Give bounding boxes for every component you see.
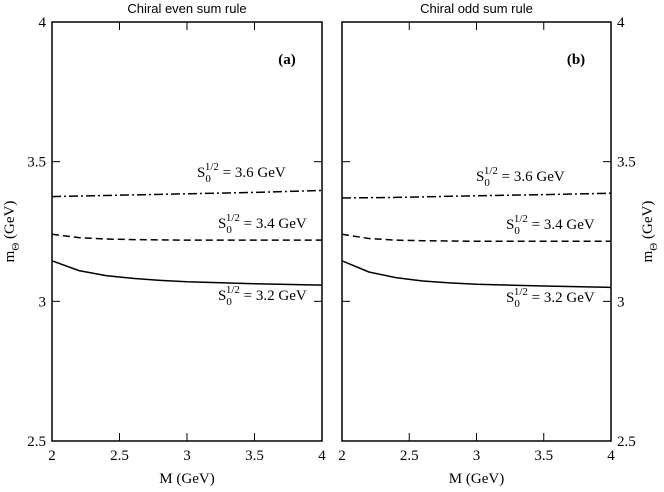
label-text: = 3.2 GeV xyxy=(240,288,307,304)
label-sup: 1/2 xyxy=(484,165,498,177)
x-tick-label: 3 xyxy=(183,448,191,464)
data-line xyxy=(341,192,612,199)
label-sub: Θ xyxy=(648,243,660,251)
panel-label: (b) xyxy=(567,52,585,68)
label-sub: 0 xyxy=(205,173,211,185)
y-tick-label: 4 xyxy=(39,15,47,31)
label-sub: 0 xyxy=(514,298,520,310)
series-label: S01/2 = 3.2 GeV xyxy=(506,286,595,310)
y-tick-label: 3 xyxy=(39,294,47,310)
label-sub: Θ xyxy=(10,243,22,251)
chart-title: Chiral odd sum rule xyxy=(420,1,533,16)
label-base: S xyxy=(197,165,205,181)
label-sub: 0 xyxy=(226,296,232,308)
x-tick-label: 4 xyxy=(607,448,615,464)
y-tick-label: 3.5 xyxy=(27,155,46,171)
label-text: (GeV) xyxy=(640,201,656,243)
series-label: S01/2 = 3.4 GeV xyxy=(218,212,307,236)
x-tick-label: 4 xyxy=(318,448,326,464)
label-sup: 1/2 xyxy=(226,212,240,224)
y-tick-label: 3.5 xyxy=(617,155,636,171)
label-text: = 3.4 GeV xyxy=(528,217,595,233)
x-axis-label: M (GeV) xyxy=(449,471,504,487)
label-base: S xyxy=(506,217,514,233)
x-tick-label: 3 xyxy=(473,448,481,464)
series-label: S01/2 = 3.4 GeV xyxy=(506,213,595,237)
label-base: S xyxy=(476,169,484,185)
label-sup: 1/2 xyxy=(514,286,528,298)
x-tick-label: 2.5 xyxy=(400,448,419,464)
data-line xyxy=(51,233,322,241)
y-axis-label: mΘ (GeV) xyxy=(640,201,660,263)
x-tick-label: 3.5 xyxy=(245,448,264,464)
y-tick-label: 4 xyxy=(617,15,625,31)
y-axis-label: mΘ (GeV) xyxy=(2,201,22,263)
y-tick-label: 2.5 xyxy=(617,434,636,450)
label-text: = 3.4 GeV xyxy=(240,216,307,232)
panel-label: (a) xyxy=(278,52,296,68)
label-sup: 1/2 xyxy=(226,284,240,296)
label-sup: 1/2 xyxy=(205,161,219,173)
label-base: m xyxy=(2,250,18,262)
data-line xyxy=(51,189,323,198)
label-text: = 3.6 GeV xyxy=(498,169,565,185)
label-base: S xyxy=(218,216,226,232)
x-tick-label: 3.5 xyxy=(534,448,553,464)
y-tick-label: 3 xyxy=(617,294,625,310)
label-text: (GeV) xyxy=(2,201,18,243)
label-sub: 0 xyxy=(484,177,490,189)
y-tick-label: 2.5 xyxy=(27,434,46,450)
data-line xyxy=(341,233,611,243)
label-text: = 3.6 GeV xyxy=(219,165,286,181)
x-tick-label: 2 xyxy=(48,448,56,464)
label-sub: 0 xyxy=(226,224,232,236)
label-text: = 3.2 GeV xyxy=(528,290,595,306)
data-line xyxy=(341,260,612,289)
label-sup: 1/2 xyxy=(514,213,528,225)
label-base: S xyxy=(218,288,226,304)
chart-title: Chiral even sum rule xyxy=(127,1,246,16)
x-tick-label: 2.5 xyxy=(110,448,129,464)
label-base: m xyxy=(640,250,656,262)
series-label: S01/2 = 3.2 GeV xyxy=(218,284,307,308)
x-axis-label: M (GeV) xyxy=(159,471,214,487)
label-base: S xyxy=(506,290,514,306)
series-label: S01/2 = 3.6 GeV xyxy=(476,165,565,189)
data-line xyxy=(51,260,323,286)
series-label: S01/2 = 3.6 GeV xyxy=(197,161,286,185)
x-tick-label: 2 xyxy=(338,448,346,464)
label-sub: 0 xyxy=(514,225,520,237)
